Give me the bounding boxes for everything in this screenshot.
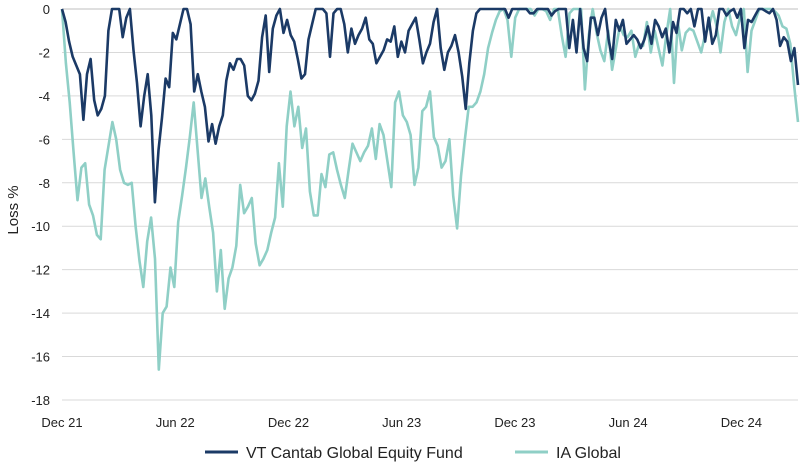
- y-tick-label: -14: [31, 306, 50, 321]
- series-lines: [60, 7, 800, 371]
- y-tick-label: -2: [38, 45, 50, 60]
- x-tick-label: Dec 24: [721, 415, 762, 430]
- y-tick-label: -12: [31, 263, 50, 278]
- y-tick-label: -10: [31, 219, 50, 234]
- y-tick-label: -6: [38, 132, 50, 147]
- y-tick-label: -16: [31, 350, 50, 365]
- x-tick-label: Dec 22: [268, 415, 309, 430]
- legend-label-ia-global: IA Global: [556, 445, 621, 462]
- series-line-ia-global: [60, 7, 800, 371]
- legend: VT Cantab Global Equity Fund IA Global: [205, 445, 621, 462]
- gridlines: [62, 8, 798, 401]
- y-tick-label: -4: [38, 89, 50, 104]
- y-tick-label: -8: [38, 176, 50, 191]
- y-axis-title: Loss %: [5, 185, 22, 234]
- x-tick-label: Jun 22: [156, 415, 195, 430]
- y-tick-label: 0: [43, 2, 50, 17]
- y-tick-label: -18: [31, 393, 50, 408]
- series-line-fund: [60, 7, 800, 204]
- x-tick-label: Jun 23: [382, 415, 421, 430]
- y-axis: 0 -2 -4 -6 -8 -10 -12 -14 -16 -18: [31, 2, 50, 408]
- legend-label-fund: VT Cantab Global Equity Fund: [246, 445, 463, 462]
- x-tick-label: Dec 23: [494, 415, 535, 430]
- x-axis: Dec 21 Jun 22 Dec 22 Jun 23 Dec 23 Jun 24 Dec …: [41, 415, 762, 430]
- x-tick-label: Dec 21: [41, 415, 82, 430]
- x-tick-label: Jun 24: [609, 415, 648, 430]
